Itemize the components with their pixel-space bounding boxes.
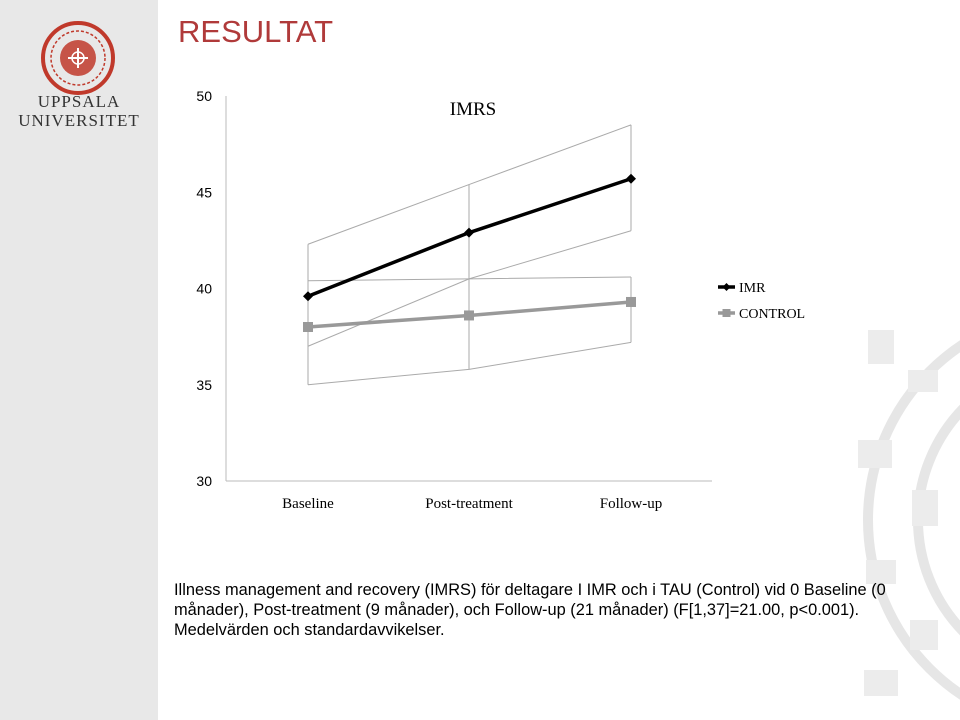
imrs-chart: IMRS 30 35 40 45 50 Baseline Post-treatment Fo… — [196, 88, 805, 512]
y-tick-label: 30 — [196, 473, 212, 489]
data-point — [303, 322, 313, 332]
slide-title: RESULTAT — [178, 14, 334, 49]
legend-marker — [722, 309, 731, 317]
data-point — [303, 291, 313, 302]
logo-line-2: UNIVERSITET — [18, 111, 140, 130]
y-tick-label: 45 — [196, 184, 212, 200]
figure-caption: Illness management and recovery (IMRS) f… — [174, 581, 886, 639]
data-point — [626, 296, 636, 307]
y-tick-label: 35 — [196, 377, 212, 393]
chart-title: IMRS — [450, 99, 496, 120]
y-tick-label: 40 — [196, 281, 212, 297]
data-point — [464, 227, 474, 238]
university-logo-text: UPPSALA UNIVERSITET — [0, 92, 158, 130]
seal-watermark-icon — [858, 330, 960, 700]
legend-label: IMR — [739, 281, 766, 296]
data-point — [626, 173, 636, 184]
legend-marker — [722, 283, 731, 291]
x-tick-label: Follow-up — [600, 496, 663, 512]
x-tick-label: Baseline — [282, 496, 334, 512]
x-tick-label: Post-treatment — [425, 496, 513, 512]
legend-label: CONTROL — [739, 307, 805, 322]
logo-line-1: UPPSALA — [37, 92, 121, 111]
sidebar: UPPSALA UNIVERSITET — [0, 0, 158, 720]
data-point — [464, 310, 474, 321]
university-seal-icon — [41, 21, 115, 95]
y-tick-label: 50 — [196, 88, 212, 104]
